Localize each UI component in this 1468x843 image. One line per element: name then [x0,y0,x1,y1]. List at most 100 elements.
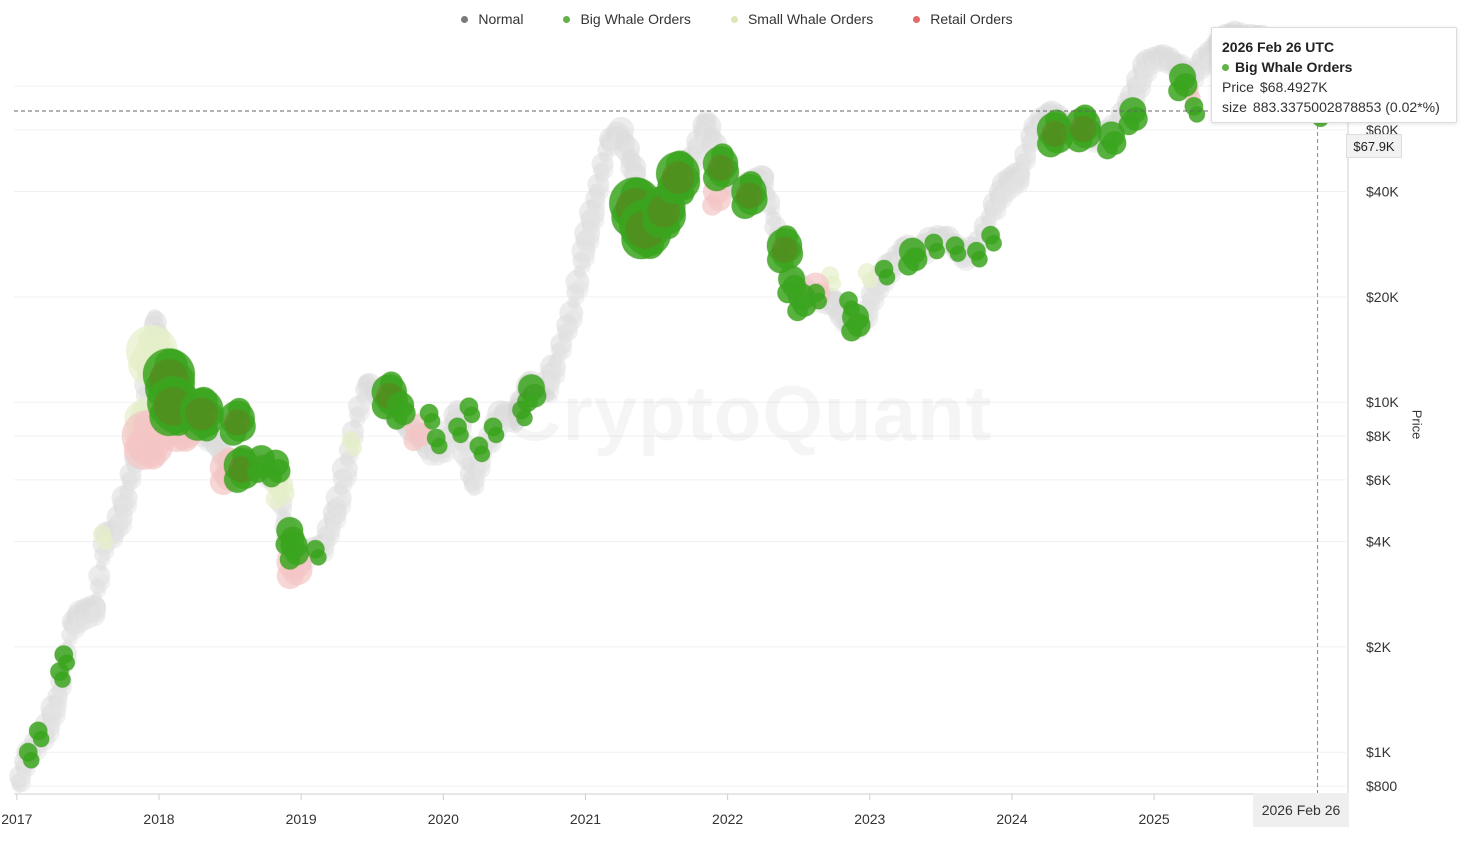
big-whale-point [985,234,1003,252]
big-whale-point [423,412,441,430]
big-whale-point [656,215,681,240]
legend-dot-icon [730,15,738,23]
big-whale-point [227,397,251,421]
big-whale-point [897,254,920,276]
small-whale-point [861,272,879,289]
big-whale-point [194,418,219,442]
tooltip-size-label: size [1222,99,1247,115]
legend-item-normal[interactable]: Normal [455,8,523,30]
big-whale-point [309,548,327,566]
big-whale-point [1041,120,1068,148]
legend-label: Normal [478,11,524,27]
legend-item-small-whale[interactable]: Small Whale Orders [725,8,873,30]
normal-point [591,182,610,200]
big-whale-point [771,236,798,263]
big-whale-point [1065,124,1093,153]
normal-point [1018,152,1036,171]
big-whale-point [219,418,248,447]
legend-dot-icon [461,15,469,23]
tooltip-size-row: size 883.3375002878853 (0.02*%) [1222,97,1446,117]
tooltip-date: 2026 Feb 26 UTC [1222,39,1335,55]
x-tick-label: 2024 [996,811,1027,827]
normal-point [94,595,103,604]
tooltip-price-row: Price $68.4927K [1222,77,1446,97]
big-whale-point [279,548,301,571]
big-whale-point [223,409,251,436]
x-tick-label: 2025 [1139,811,1170,827]
big-whale-point [430,437,448,455]
big-whale-point [731,191,759,220]
y-tick-label: $2K [1366,639,1392,655]
x-tick-label: 2020 [428,811,459,827]
y-tick-label: $1K [1366,744,1392,760]
big-whale-point [928,242,946,260]
big-whale-point [22,751,40,769]
retail-point [139,442,167,470]
normal-point [88,604,106,623]
big-whale-point [665,150,695,180]
normal-point [92,573,111,592]
series-dot-icon [1222,63,1229,71]
crosshair-date-flag: 2026 Feb 26 [1253,793,1349,827]
normal-point [473,460,491,479]
big-whale-point [970,250,988,268]
y-tick-label: $8K [1366,428,1392,444]
order-series [18,63,1330,769]
big-whale-point [671,181,695,206]
big-whale-point [710,143,735,167]
big-whale-point [1073,104,1097,128]
normal-point [116,495,137,517]
axes: $800$1K$2K$4K$6K$8K$10K$20K$40K$60K$80K2… [1,40,1399,827]
legend-item-big-whale[interactable]: Big Whale Orders [557,8,691,30]
normal-point [595,161,614,180]
big-whale-point [487,426,505,444]
normal-point [111,514,133,536]
normal-point [320,526,341,546]
legend: Normal Big Whale Orders Small Whale Orde… [0,8,1468,30]
normal-point [563,310,583,330]
big-whale-point [32,730,50,748]
crosshair-price-flag: $67.9K [1346,134,1402,158]
big-whale-point [661,161,695,194]
x-tick-label: 2022 [712,811,743,827]
big-whale-point [473,445,491,463]
x-tick-label: 2017 [1,811,32,827]
normal-point [554,341,572,360]
y-tick-label: $10K [1366,394,1399,410]
big-whale-point [189,386,219,416]
big-whale-point [1167,80,1190,102]
big-whale-point [707,154,734,181]
normal-point [123,471,142,490]
legend-dot-icon [563,15,571,23]
y-tick-label: $60K [1366,122,1399,138]
normal-point [578,230,600,252]
big-whale-point [840,320,863,342]
big-whale-point [878,268,896,286]
y-tick-label: $4K [1366,534,1392,550]
x-tick-label: 2021 [570,811,601,827]
tooltip-series-name: Big Whale Orders [1235,59,1353,75]
big-whale-point [1096,138,1119,160]
big-whale-point [58,654,76,672]
small-whale-point [345,439,363,457]
big-whale-point [949,245,967,263]
normal-point [336,466,358,488]
big-whale-point [451,426,470,444]
big-whale-point [379,371,404,395]
big-whale-point [786,300,809,322]
tooltip-size-value: 883.3375002878853 (0.02*%) [1252,99,1440,115]
small-whale-point [265,488,287,510]
big-whale-point [810,292,828,310]
legend-item-retail[interactable]: Retail Orders [907,8,1013,30]
normal-point [466,477,485,495]
y-tick-label: $800 [1366,778,1397,794]
small-whale-point [97,533,114,551]
normal-point [13,774,31,792]
big-whale-point [735,182,763,209]
big-whale-point [1036,129,1065,158]
normal-point [569,279,589,299]
big-whale-point [1118,114,1140,136]
big-whale-point [739,170,763,195]
